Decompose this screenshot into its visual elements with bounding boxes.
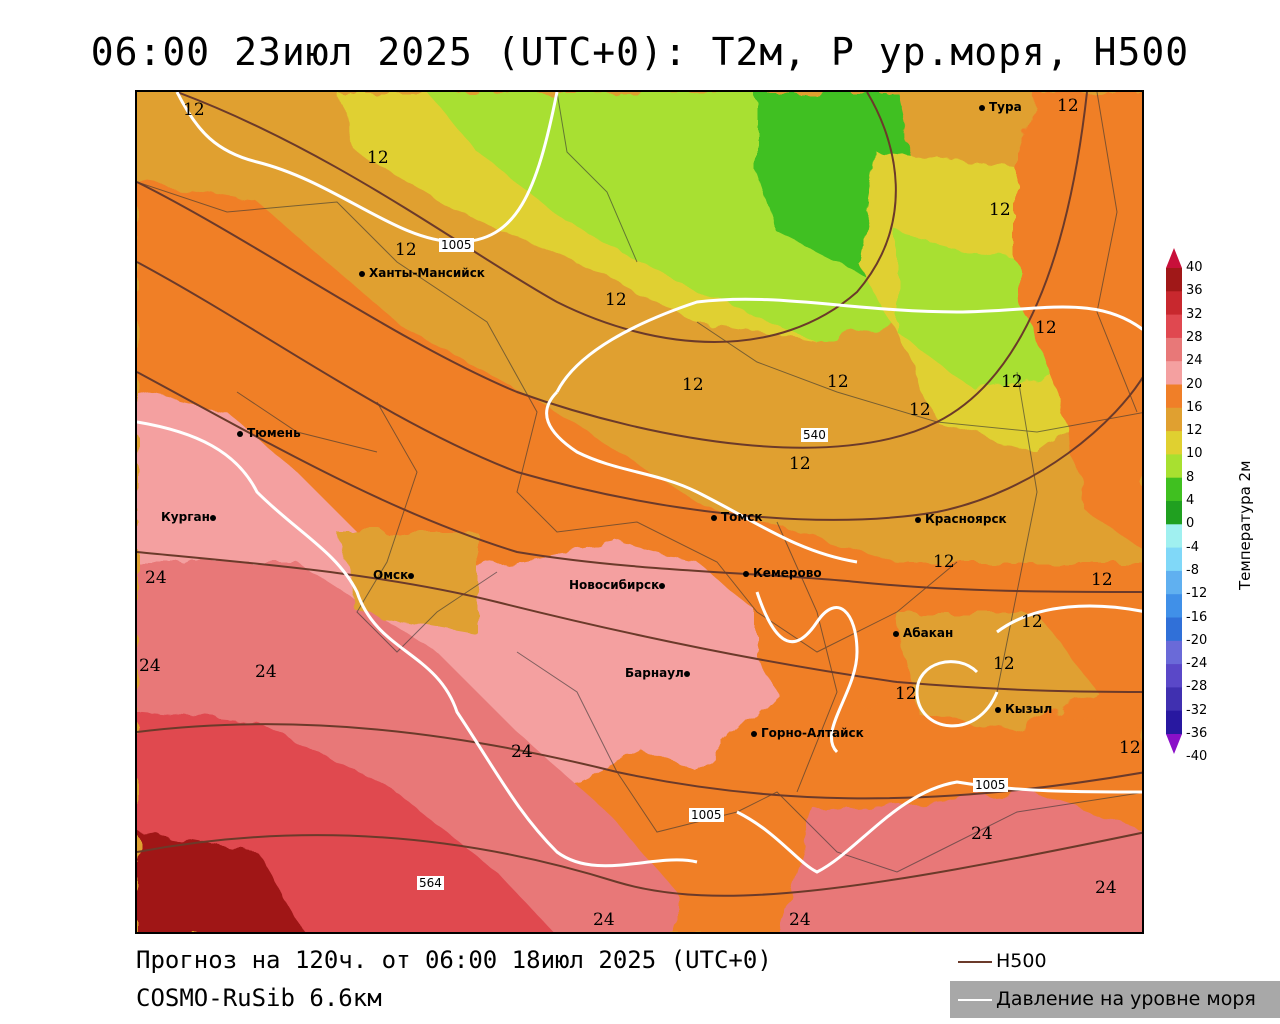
legend-pressure-label: Давление на уровне моря bbox=[996, 988, 1256, 1010]
colorbar-tick-label: -8 bbox=[1186, 562, 1199, 578]
pressure-label: 1005 bbox=[439, 238, 474, 252]
colorbar-segment bbox=[1166, 291, 1182, 316]
colorbar-segment bbox=[1166, 687, 1182, 712]
isotherm-label: 12 bbox=[1119, 738, 1141, 758]
legend-h500-label: H500 bbox=[996, 950, 1047, 972]
colorbar-tick-label: 32 bbox=[1186, 306, 1203, 322]
city-label: Тюмень bbox=[237, 426, 301, 440]
map-title: 06:00 23июл 2025 (UTC+0): T2м, P ур.моря… bbox=[90, 30, 1190, 74]
legend-h500: H500 bbox=[958, 950, 1047, 972]
colorbar-tick-label: 4 bbox=[1186, 493, 1195, 508]
isotherm-label: 12 bbox=[605, 290, 627, 310]
city-label: Курган bbox=[161, 510, 220, 524]
colorbar-title: Температура 2м bbox=[1236, 460, 1254, 590]
city-label: Томск bbox=[711, 510, 763, 524]
city-label: Новосибирск bbox=[569, 578, 669, 592]
isotherm-label: 24 bbox=[511, 742, 533, 762]
forecast-map: 12 12 12 12 12 12 12 12 12 12 12 12 12 1… bbox=[135, 90, 1144, 934]
h500-label: 540 bbox=[801, 428, 828, 442]
colorbar-tick-label: -36 bbox=[1186, 726, 1208, 741]
colorbar-segment bbox=[1166, 454, 1182, 479]
pressure-label: 1005 bbox=[689, 808, 724, 822]
colorbar-tick-label: 16 bbox=[1186, 399, 1203, 415]
city-label: Кемерово bbox=[743, 566, 822, 580]
city-label: Ханты-Мансийск bbox=[359, 266, 485, 280]
isotherm-label: 24 bbox=[255, 662, 277, 682]
colorbar-tick-label: -16 bbox=[1186, 609, 1208, 625]
temperature-field bbox=[137, 92, 1142, 932]
isotherm-label: 24 bbox=[145, 568, 167, 588]
city-label: Тура bbox=[979, 100, 1022, 114]
colorbar-segment bbox=[1166, 524, 1182, 549]
colorbar-segment bbox=[1166, 570, 1182, 595]
colorbar-tick-label: -40 bbox=[1186, 749, 1208, 765]
colorbar-segment bbox=[1166, 477, 1182, 502]
colorbar-segment bbox=[1166, 664, 1182, 688]
colorbar-tick-label: -28 bbox=[1186, 679, 1208, 695]
colorbar-tick-label: 12 bbox=[1186, 423, 1203, 439]
colorbar-segment bbox=[1166, 361, 1182, 385]
colorbar-segment bbox=[1166, 594, 1182, 618]
colorbar-tick-label: 8 bbox=[1186, 469, 1195, 485]
isotherm-label: 12 bbox=[183, 100, 205, 120]
colorbar-tick-label: 20 bbox=[1186, 376, 1203, 392]
isotherm-label: 12 bbox=[895, 684, 917, 704]
city-label: Горно-Алтайск bbox=[751, 726, 864, 740]
colorbar-tick-label: -20 bbox=[1186, 632, 1208, 648]
isotherm-label: 24 bbox=[789, 910, 811, 930]
colorbar-segment bbox=[1166, 407, 1182, 432]
colorbar-tick-label: -12 bbox=[1186, 586, 1208, 602]
legend-pressure: Давление на уровне моря bbox=[950, 981, 1280, 1018]
colorbar-segment bbox=[1166, 617, 1182, 642]
colorbar-top-arrow bbox=[1166, 248, 1182, 268]
isotherm-label: 12 bbox=[682, 375, 704, 395]
colorbar-segment bbox=[1166, 501, 1182, 525]
pressure-label: 1005 bbox=[973, 778, 1008, 792]
isotherm-label: 12 bbox=[1057, 96, 1079, 116]
colorbar-tick-label: -32 bbox=[1186, 702, 1208, 718]
h500-label: 564 bbox=[417, 876, 444, 890]
colorbar-tick-label: -4 bbox=[1186, 539, 1199, 555]
forecast-info: Прогноз на 120ч. от 06:00 18июл 2025 (UT… bbox=[136, 946, 772, 974]
city-label: Красноярск bbox=[915, 512, 1007, 526]
city-label: Омск bbox=[373, 568, 418, 582]
colorbar-tick-label: 28 bbox=[1186, 329, 1203, 345]
isotherm-label: 12 bbox=[827, 372, 849, 392]
colorbar-tick-label: 40 bbox=[1186, 260, 1203, 275]
city-label: Кызыл bbox=[995, 702, 1052, 716]
city-label: Абакан bbox=[893, 626, 953, 640]
isotherm-label: 12 bbox=[367, 148, 389, 168]
isotherm-label: 24 bbox=[139, 656, 161, 676]
isotherm-label: 12 bbox=[1001, 372, 1023, 392]
colorbar-segment bbox=[1166, 710, 1182, 735]
isotherm-label: 12 bbox=[993, 654, 1015, 674]
city-label: Барнаул bbox=[625, 666, 694, 680]
colorbar-segment bbox=[1166, 431, 1182, 455]
colorbar-tick-label: 36 bbox=[1186, 283, 1203, 299]
colorbar-segment bbox=[1166, 314, 1182, 339]
colorbar-bottom-arrow bbox=[1166, 734, 1182, 754]
isotherm-label: 12 bbox=[395, 240, 417, 260]
isotherm-label: 12 bbox=[909, 400, 931, 420]
colorbar-segment bbox=[1166, 640, 1182, 665]
colorbar-segment bbox=[1166, 384, 1182, 409]
isotherm-label: 12 bbox=[789, 454, 811, 474]
isotherm-label: 12 bbox=[1035, 318, 1057, 338]
isotherm-label: 24 bbox=[971, 824, 993, 844]
temperature-colorbar bbox=[1166, 248, 1182, 754]
colorbar-tick-label: 24 bbox=[1186, 353, 1203, 369]
isotherm-label: 12 bbox=[933, 552, 955, 572]
model-name: COSMO-RuSib 6.6км bbox=[136, 984, 382, 1012]
colorbar-tick-label: 10 bbox=[1186, 446, 1203, 462]
isotherm-label: 24 bbox=[1095, 878, 1117, 898]
colorbar-tick-label: -24 bbox=[1186, 656, 1208, 672]
colorbar-segment bbox=[1166, 337, 1182, 362]
colorbar-segment bbox=[1166, 547, 1182, 572]
isotherm-label: 24 bbox=[593, 910, 615, 930]
colorbar-segment bbox=[1166, 268, 1182, 292]
colorbar-tick-label: 0 bbox=[1186, 516, 1195, 532]
isotherm-label: 12 bbox=[989, 200, 1011, 220]
isotherm-label: 12 bbox=[1091, 570, 1113, 590]
isotherm-label: 12 bbox=[1021, 612, 1043, 632]
